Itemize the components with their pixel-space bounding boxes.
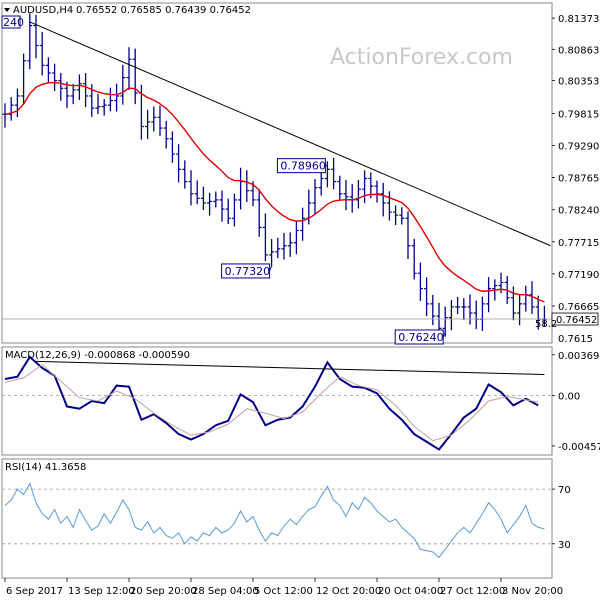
macd-title: MACD(12,26,9) -0.000868 -0.000590 [5,350,190,361]
price-tick-label: 0.78240 [558,206,599,217]
price-tick-label: 0.79290 [558,141,599,152]
x-tick-label: 20 Oct 04:00 [378,586,443,597]
x-tick-label: 3 Nov 20:00 [502,586,563,597]
moving-average-line [4,81,545,303]
x-tick-label: 27 Oct 12:00 [440,586,505,597]
price-tick-label: 0.80353 [558,76,599,87]
macd-line [4,355,539,451]
x-tick-label: 20 Sep 20:00 [130,586,197,597]
triangle-down-icon [4,8,10,12]
high-label: 240 [3,16,24,29]
price-tick-label: 0.78765 [558,174,599,185]
price-tick-label: 0.81373 [558,14,599,25]
price-trendline [29,21,551,247]
price-annotation-label: 0.76240 [398,331,444,344]
price-annotation-leader [442,331,446,338]
price-tick-label: 0.77190 [558,270,599,281]
price-tick-label: 0.77715 [558,238,599,249]
x-tick-label: 6 Sep 2017 [6,586,63,597]
price-tick-label: 0.80863 [558,45,599,56]
rsi-line [4,482,545,559]
price-ohlc: 0.76552 0.76585 0.76439 0.76452 [76,5,251,16]
price-tick-label: 0.79815 [558,109,599,120]
macd-trendline [35,360,545,376]
x-tick-label: 13 Sep 12:00 [68,586,135,597]
price-annotation-label: 0.78960 [280,160,326,173]
rsi-tick-label: 70 [558,485,571,496]
price-tick-label: 0.76665 [558,302,599,313]
x-tick-label: 5 Oct 12:00 [254,586,313,597]
x-tick-label: 12 Oct 20:00 [316,586,381,597]
macd-panel [1,346,553,456]
price-tick-label-bottom: 0.7615 [558,334,593,345]
macd-tick-label: -0.004574 [558,442,600,453]
macd-tick-label: 0.00 [558,391,580,402]
price-bars [2,13,547,338]
rsi-tick-label: 30 [558,540,571,551]
macd-signal-line [4,363,539,442]
price-annotation-label: 0.77320 [225,265,271,278]
rsi-title: RSI(14) 41.3658 [5,462,86,473]
price-annotation-leader [269,265,272,272]
current-price-tag [551,312,599,326]
current-price-label: 0.76452 [556,315,597,326]
watermark: ActionForex.com [330,45,513,70]
price-title: AUDUSD,H4 [13,5,73,16]
macd-tick-label: 0.003694 [558,351,600,362]
high-label-box [1,15,21,29]
overflow-label: 58.2 [535,319,557,330]
rsi-panel [1,458,553,579]
x-tick-label: 28 Sep 04:00 [192,586,259,597]
